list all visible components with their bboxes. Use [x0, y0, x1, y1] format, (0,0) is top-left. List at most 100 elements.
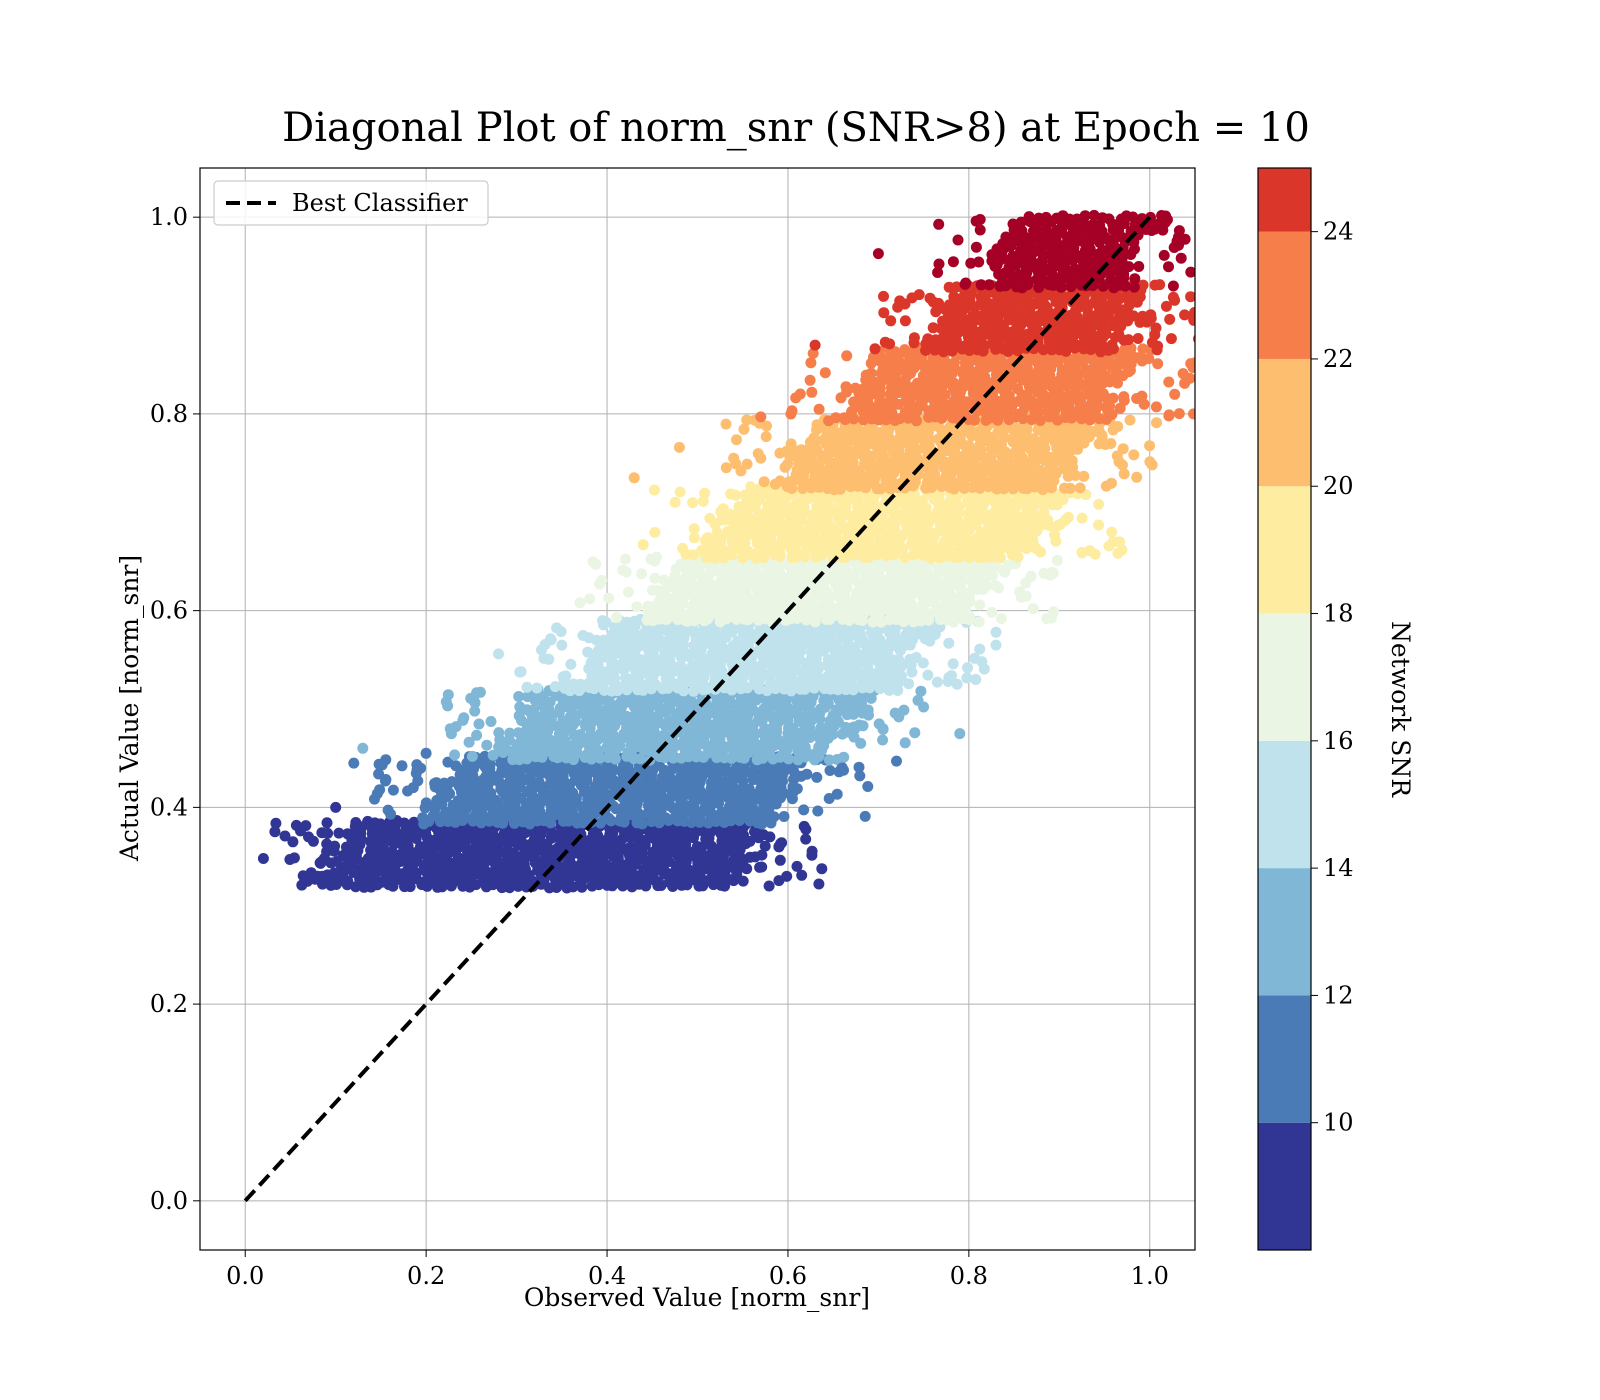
scatter-point [1145, 312, 1157, 324]
scatter-point [805, 357, 817, 369]
scatter-point [1118, 391, 1130, 403]
scatter-point [543, 653, 555, 665]
scatter-point [951, 678, 963, 690]
scatter-point [947, 256, 959, 268]
scatter-point [600, 616, 612, 628]
scatter-point [1203, 329, 1214, 340]
scatter-point [723, 801, 735, 813]
scatter-point [801, 623, 813, 634]
scatter-point [329, 840, 341, 852]
scatter-point [807, 598, 819, 610]
scatter-point [473, 718, 485, 730]
scatter-point [533, 776, 545, 788]
scatter-point [675, 660, 687, 672]
scatter-point [823, 793, 835, 804]
y-tick-label: 0.6 [150, 597, 188, 625]
scatter-point [1158, 249, 1170, 261]
scatter-point [995, 613, 1007, 625]
scatter-point [576, 682, 588, 694]
colorbar-segment [1258, 740, 1311, 869]
scatter-point [747, 659, 759, 671]
scatter-point [600, 704, 612, 716]
scatter-point [514, 666, 526, 678]
scatter-point [1107, 424, 1119, 436]
scatter-point [748, 765, 759, 777]
scatter-point [933, 218, 945, 230]
scatter-point [655, 634, 667, 646]
scatter-point [794, 654, 806, 665]
scatter-point [527, 704, 539, 716]
scatter-points [257, 209, 1214, 894]
scatter-point [1144, 440, 1156, 452]
colorbar-tick-label: 16 [1323, 727, 1354, 755]
scatter-point [889, 707, 901, 719]
scatter-point [577, 630, 589, 641]
scatter-point [342, 828, 354, 840]
scatter-point [755, 411, 767, 423]
colorbar-tick-label: 24 [1323, 218, 1354, 246]
scatter-point [988, 533, 1000, 545]
scatter-point [322, 827, 334, 839]
scatter-point [1188, 313, 1195, 325]
scatter-point [853, 761, 865, 773]
y-tick-label: 0.8 [150, 400, 188, 428]
scatter-point [811, 771, 823, 783]
scatter-point [1152, 358, 1164, 370]
scatter-point [970, 674, 982, 685]
x-tick-label: 0.2 [407, 1262, 445, 1290]
scatter-point [640, 728, 652, 740]
scatter-point [998, 483, 1010, 495]
scatter-point [555, 626, 567, 638]
scatter-point [891, 755, 902, 767]
scatter-point [794, 388, 806, 400]
scatter-point [469, 705, 481, 717]
scatter-point [552, 859, 564, 871]
scatter-point [961, 396, 973, 408]
scatter-point [719, 545, 731, 557]
scatter-point [731, 434, 742, 446]
scatter-point [813, 673, 825, 684]
scatter-point [908, 337, 920, 349]
scatter-point [739, 489, 751, 501]
scatter-point [1064, 482, 1076, 494]
scatter-point [1116, 544, 1128, 556]
scatter-point [649, 526, 661, 538]
x-tick-label: 0.0 [226, 1262, 264, 1290]
scatter-point [1028, 433, 1040, 445]
scatter-point [973, 616, 985, 628]
scatter-point [369, 793, 380, 805]
scatter-point [885, 315, 897, 327]
scatter-point [619, 553, 631, 565]
scatter-point [869, 343, 881, 355]
scatter-point [1093, 498, 1105, 510]
scatter-point [431, 794, 443, 806]
scatter-point [648, 484, 660, 496]
scatter-point [342, 875, 354, 887]
scatter-point [570, 710, 582, 722]
scatter-point [545, 634, 557, 646]
scatter-point [669, 496, 681, 508]
scatter-point [295, 825, 306, 837]
scatter-point [925, 527, 937, 539]
scatter-point [688, 523, 700, 535]
scatter-point [840, 564, 852, 576]
scatter-point [587, 715, 599, 727]
scatter-point [1132, 352, 1144, 364]
scatter-point [844, 445, 856, 457]
scatter-point [350, 817, 362, 828]
scatter-point [798, 804, 810, 816]
scatter-point [1034, 464, 1046, 476]
scatter-point [620, 566, 632, 578]
scatter-point [1163, 261, 1174, 273]
scatter-point [444, 723, 456, 735]
scatter-point [976, 656, 988, 668]
scatter-point [1046, 497, 1058, 509]
scatter-point [899, 552, 911, 564]
colorbar-segment [1258, 231, 1311, 359]
scatter-point [628, 472, 640, 484]
scatter-point [836, 762, 848, 774]
x-axis-label: Observed Value [norm_snr] [524, 1283, 870, 1312]
scatter-point [521, 681, 533, 693]
scatter-point [513, 710, 525, 722]
scatter-point [812, 805, 824, 817]
